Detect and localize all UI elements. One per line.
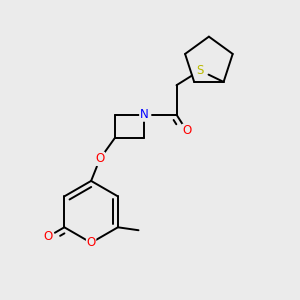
Text: O: O <box>182 124 191 137</box>
Text: O: O <box>95 152 105 165</box>
Text: S: S <box>196 64 204 77</box>
Text: N: N <box>140 108 148 121</box>
Text: O: O <box>43 230 52 243</box>
Text: O: O <box>86 236 96 249</box>
